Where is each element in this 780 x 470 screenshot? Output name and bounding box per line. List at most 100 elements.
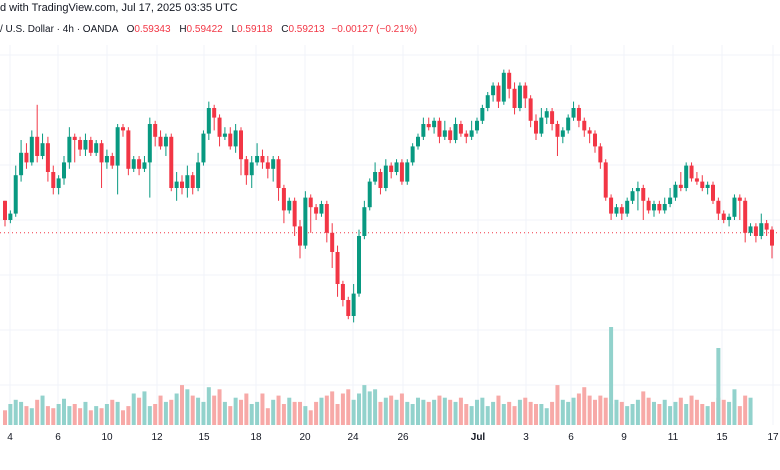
volume-bar-86 — [464, 404, 469, 425]
candle-body-109 — [587, 130, 592, 134]
candle-body-137 — [737, 197, 742, 201]
volume-bar-132 — [711, 401, 715, 425]
candle-body-138 — [743, 200, 748, 233]
candle-body-40 — [217, 117, 222, 137]
candle-body-85 — [458, 124, 463, 134]
volume-bar-11 — [62, 398, 66, 425]
candle-body-114 — [614, 207, 619, 214]
volume-bar-15 — [83, 401, 88, 425]
volume-bar-125 — [673, 401, 678, 425]
volume-bar-117 — [630, 404, 635, 425]
candle-body-115 — [619, 207, 624, 214]
candle-body-143 — [770, 229, 774, 246]
volume-bar-45 — [244, 393, 249, 425]
volume-bar-100 — [539, 404, 544, 425]
candle-body-126 — [678, 184, 683, 188]
candle-body-52 — [281, 188, 286, 211]
candle-body-43 — [233, 130, 238, 147]
close-label: C — [281, 24, 289, 35]
volume-bar-23 — [126, 406, 131, 425]
x-tick-label-4: 15 — [198, 432, 210, 443]
volume-bar-35 — [190, 395, 195, 425]
volume-bar-139 — [748, 397, 753, 425]
candle-body-20 — [110, 156, 115, 166]
volume-bar-85 — [458, 397, 463, 425]
candle-body-51 — [276, 159, 281, 188]
candle-body-19 — [104, 156, 109, 163]
candle-body-35 — [190, 175, 195, 188]
x-tick-label-10: 3 — [523, 432, 529, 443]
candle-body-75 — [405, 162, 410, 182]
candle-body-11 — [62, 162, 66, 179]
candle-body-32 — [174, 181, 179, 188]
volume-bar-127 — [684, 404, 689, 425]
x-tick-label-14: 15 — [716, 432, 728, 443]
candle-body-17 — [94, 143, 99, 153]
candle-body-37 — [201, 133, 206, 163]
candle-body-62 — [335, 252, 340, 284]
candle-body-94 — [507, 72, 512, 89]
candle-body-16 — [88, 140, 93, 153]
candle-body-92 — [496, 85, 501, 102]
candle-body-12 — [67, 136, 72, 163]
volume-bar-94 — [507, 401, 512, 425]
candle-body-49 — [265, 162, 270, 169]
volume-bar-33 — [180, 385, 184, 425]
candle-body-132 — [711, 184, 715, 201]
volume-bar-9 — [51, 408, 56, 425]
candle-body-83 — [448, 130, 453, 140]
candle-body-80 — [432, 120, 437, 128]
low-value: 0.59118 — [237, 24, 273, 35]
low-label: L — [231, 24, 238, 35]
candle-body-113 — [609, 197, 614, 214]
volume-bar-116 — [625, 406, 630, 425]
candle-body-139 — [748, 226, 753, 233]
candle-body-18 — [99, 143, 104, 163]
volume-bar-5 — [29, 408, 34, 425]
candle-body-59 — [319, 204, 324, 214]
volume-bar-115 — [619, 401, 624, 425]
candle-body-130 — [700, 181, 705, 188]
volume-bar-121 — [652, 401, 656, 425]
candle-body-82 — [442, 130, 447, 137]
volume-bar-108 — [582, 387, 587, 425]
x-tick-label-9: Jul — [471, 432, 486, 443]
ohlc-legend: / U.S. Dollar · 4h · OANDA O0.59343 H0.5… — [0, 24, 417, 35]
candle-body-106 — [571, 108, 576, 118]
candle-body-1 — [8, 213, 13, 220]
volume-bar-76 — [410, 404, 415, 425]
candle-body-134 — [721, 213, 726, 220]
candle-body-95 — [512, 88, 517, 108]
volume-bar-77 — [416, 397, 420, 425]
candle-body-100 — [539, 117, 544, 134]
volume-bar-64 — [346, 389, 351, 425]
x-tick-label-3: 12 — [151, 432, 163, 443]
candle-body-27 — [147, 124, 152, 163]
candle-body-0 — [3, 200, 7, 220]
volume-bar-4 — [24, 406, 29, 425]
volume-bar-81 — [437, 395, 442, 425]
volume-bar-137 — [737, 406, 742, 425]
candle-body-50 — [271, 159, 276, 169]
candle-body-107 — [576, 108, 581, 121]
volume-bar-80 — [432, 399, 437, 425]
candle-body-64 — [346, 300, 351, 316]
volume-bar-12 — [67, 406, 72, 425]
candle-body-136 — [732, 197, 737, 217]
candle-body-73 — [394, 162, 399, 172]
candle-body-31 — [169, 136, 174, 188]
volume-bar-136 — [732, 389, 737, 425]
high-label: H — [179, 24, 187, 35]
volume-bar-37 — [201, 401, 206, 425]
candle-body-53 — [287, 200, 292, 211]
volume-bar-101 — [544, 408, 549, 425]
candle-body-46 — [249, 162, 254, 176]
volume-bar-112 — [603, 397, 608, 425]
volume-bar-103 — [555, 385, 560, 425]
volume-bar-55 — [298, 401, 302, 425]
volume-bar-92 — [496, 395, 501, 425]
candle-body-41 — [222, 133, 227, 137]
volume-bar-48 — [260, 393, 265, 425]
volume-bar-129 — [694, 399, 699, 425]
